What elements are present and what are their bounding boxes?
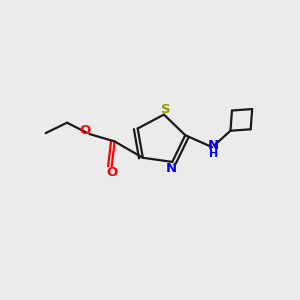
Text: H: H (209, 148, 218, 159)
Text: O: O (79, 124, 91, 137)
Text: S: S (160, 103, 170, 116)
Text: N: N (208, 139, 219, 152)
Text: N: N (166, 162, 177, 175)
Text: O: O (106, 166, 117, 178)
